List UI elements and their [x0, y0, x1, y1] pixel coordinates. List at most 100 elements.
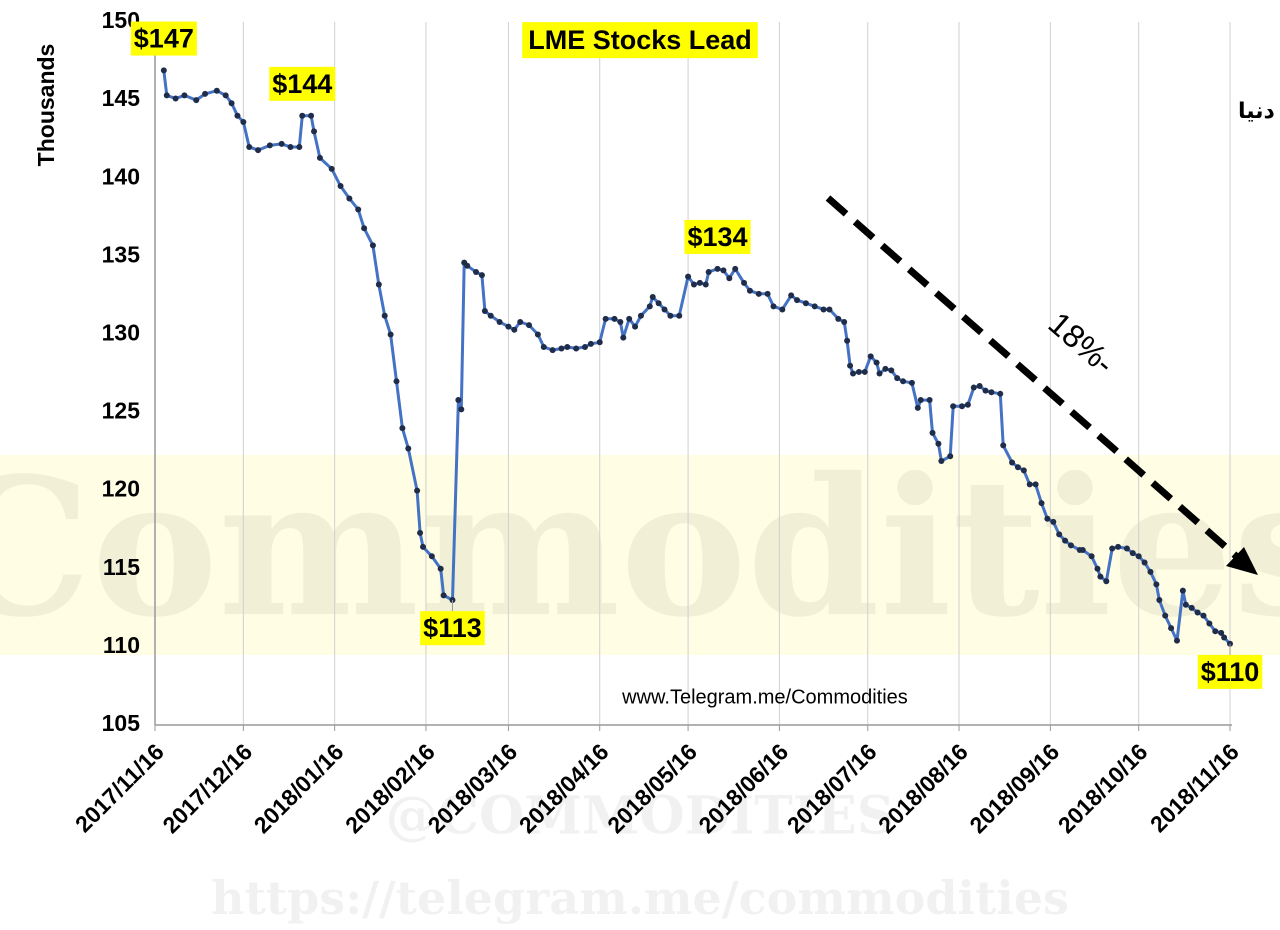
- data-point: [1038, 500, 1045, 507]
- data-point: [240, 118, 247, 125]
- trend-annotation: 18%-: [1042, 305, 1122, 381]
- data-point: [587, 340, 594, 347]
- data-point: [714, 265, 721, 272]
- data-point: [755, 290, 762, 297]
- data-point: [826, 306, 833, 313]
- data-point: [511, 326, 518, 333]
- data-point: [926, 397, 933, 404]
- data-point: [1141, 559, 1148, 566]
- data-point: [163, 92, 170, 99]
- data-point: [1194, 609, 1201, 616]
- data-point: [1000, 442, 1007, 449]
- data-point: [841, 318, 848, 325]
- data-point: [855, 368, 862, 375]
- data-point: [602, 315, 609, 322]
- data-label: $147: [134, 24, 194, 54]
- data-point: [387, 331, 394, 338]
- y-tick-label: 145: [102, 85, 141, 111]
- data-point: [1218, 629, 1225, 636]
- data-point: [181, 92, 188, 99]
- data-point: [299, 112, 306, 119]
- x-tick-label: 2018/11/16: [1145, 738, 1244, 837]
- data-point: [473, 268, 480, 275]
- y-tick-label: 105: [102, 710, 141, 736]
- data-point: [517, 318, 524, 325]
- data-point: [867, 353, 874, 360]
- data-point: [414, 487, 421, 494]
- data-point: [417, 529, 424, 536]
- chart-subtitle: تداوم کاهش موجودی سرب در انبارهای LME دن…: [1238, 99, 1280, 124]
- data-point: [308, 112, 315, 119]
- data-point: [464, 262, 471, 269]
- data-point: [667, 312, 674, 319]
- data-point: [649, 293, 656, 300]
- data-point: [676, 312, 683, 319]
- data-point: [393, 378, 400, 385]
- data-point: [988, 389, 995, 396]
- data-point: [278, 140, 285, 147]
- data-point: [947, 453, 954, 460]
- data-point: [632, 323, 639, 330]
- data-point: [1147, 568, 1154, 575]
- data-label-background: [420, 611, 485, 646]
- y-tick-label: 140: [102, 163, 140, 189]
- data-point: [1206, 620, 1213, 627]
- data-point: [1109, 545, 1116, 552]
- data-point: [234, 112, 241, 119]
- data-point: [496, 318, 503, 325]
- watermark-url: https://telegram.me/commodities: [211, 871, 1069, 925]
- data-point: [458, 406, 465, 413]
- data-point: [160, 67, 167, 74]
- data-point: [976, 382, 983, 389]
- data-point: [487, 312, 494, 319]
- data-point: [637, 312, 644, 319]
- data-label: $110: [1201, 657, 1260, 687]
- data-point: [222, 92, 229, 99]
- data-point: [355, 206, 362, 213]
- data-point: [596, 339, 603, 346]
- data-point: [661, 306, 668, 313]
- data-point: [850, 370, 857, 377]
- data-point: [1044, 515, 1051, 522]
- data-point: [455, 397, 462, 404]
- data-point: [914, 404, 921, 411]
- data-point: [1026, 481, 1033, 488]
- data-point: [1135, 553, 1142, 560]
- data-point: [1014, 464, 1021, 471]
- data-point: [1156, 597, 1163, 604]
- data-point: [361, 225, 368, 232]
- data-point: [202, 90, 209, 97]
- data-point: [882, 365, 889, 372]
- data-point: [802, 300, 809, 307]
- data-point: [770, 303, 777, 310]
- data-point: [1221, 634, 1228, 641]
- data-point: [1009, 459, 1016, 466]
- data-point: [549, 347, 556, 354]
- data-point: [732, 265, 739, 272]
- data-point: [820, 306, 827, 313]
- y-tick-label: 110: [103, 632, 140, 658]
- data-point: [696, 279, 703, 286]
- data-point: [172, 95, 179, 102]
- data-label-background: [130, 21, 197, 56]
- data-point: [655, 300, 662, 307]
- data-point: [908, 379, 915, 386]
- data-label-background: [269, 66, 336, 101]
- source-text: www.Telegram.me/Commodities: [621, 686, 908, 708]
- data-point: [847, 362, 854, 369]
- data-point: [437, 565, 444, 572]
- data-point: [861, 368, 868, 375]
- data-point: [582, 343, 588, 350]
- data-point: [540, 343, 547, 350]
- data-point: [997, 390, 1004, 397]
- y-tick-label: 135: [102, 241, 141, 267]
- x-tick-label: 2017/12/16: [157, 738, 257, 838]
- data-point: [399, 425, 406, 432]
- data-point: [720, 267, 727, 274]
- data-point: [620, 334, 627, 341]
- x-tick-label: 2018/01/16: [249, 738, 349, 838]
- data-point: [764, 290, 771, 297]
- data-point: [1067, 542, 1074, 549]
